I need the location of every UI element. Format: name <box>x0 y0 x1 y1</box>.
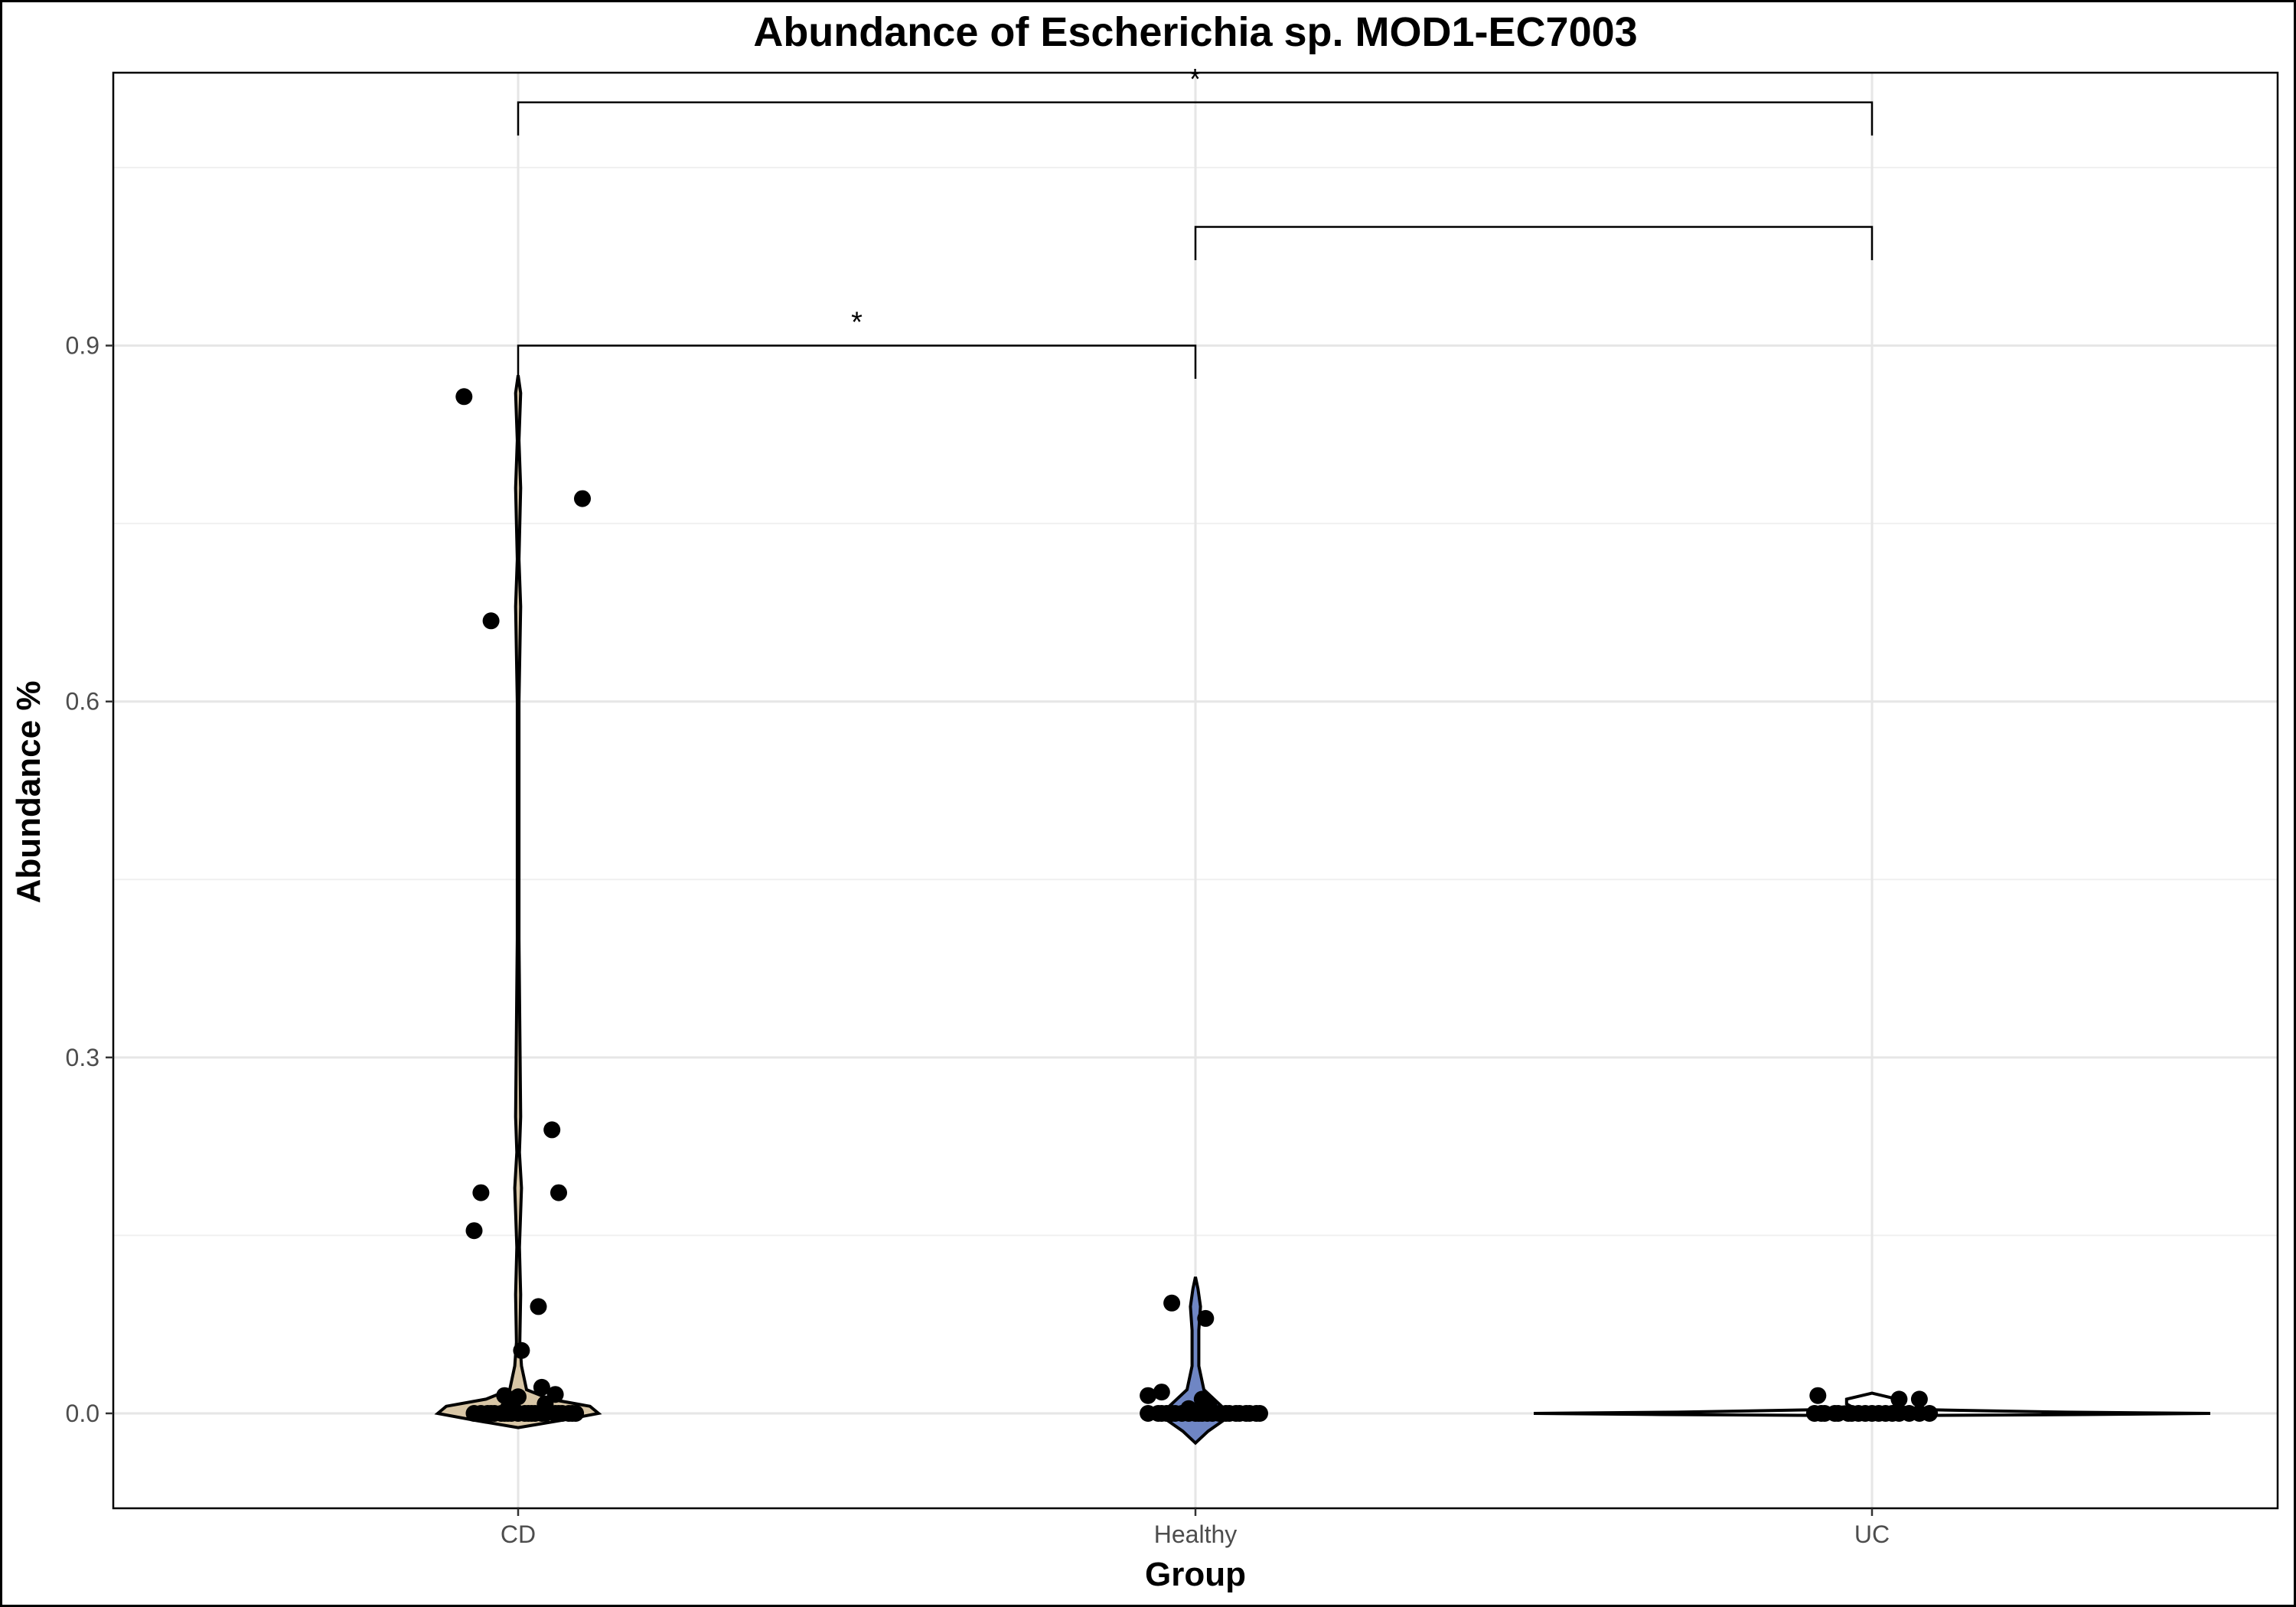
significance-bracket <box>1194 226 1874 260</box>
violin-cd <box>434 375 602 1429</box>
data-points <box>455 388 1939 1422</box>
y-tick-label: 0.6 <box>66 688 99 715</box>
data-point-cd <box>533 1378 550 1396</box>
chart-title: Abundance of Escherichia sp. MOD1-EC7003 <box>753 9 1637 55</box>
data-point-cd <box>455 388 473 406</box>
y-axis-ticks: 0.0 0.3 0.6 0.9 <box>66 332 113 1427</box>
data-point-healthy <box>1197 1309 1215 1327</box>
y-axis-title: Abundance % <box>10 681 47 904</box>
data-point-cd <box>472 1184 490 1201</box>
x-axis-ticks: CD Healthy UC <box>501 1508 1890 1548</box>
data-point-cd <box>510 1388 527 1406</box>
data-point-cd <box>574 490 591 507</box>
data-point-cd <box>530 1298 547 1315</box>
data-point-healthy <box>1180 1400 1198 1417</box>
data-point-cd <box>465 1222 483 1240</box>
x-tick-label: Healthy <box>1154 1521 1238 1548</box>
data-point-uc <box>1910 1390 1928 1408</box>
data-point-healthy <box>1251 1405 1268 1422</box>
x-tick-label: UC <box>1854 1521 1890 1548</box>
y-tick-label: 0.9 <box>66 332 99 360</box>
x-tick-label: CD <box>501 1521 536 1548</box>
significance-bracket <box>517 344 1197 380</box>
data-point-cd <box>543 1121 561 1139</box>
data-point-uc <box>1921 1405 1939 1422</box>
data-point-cd <box>567 1405 585 1422</box>
significance-label: * <box>851 307 863 339</box>
violins <box>434 375 2211 1446</box>
data-point-cd <box>513 1341 530 1359</box>
data-point-healthy <box>1140 1387 1157 1404</box>
data-point-cd <box>482 612 500 630</box>
data-point-uc <box>1890 1390 1908 1408</box>
y-tick-label: 0.3 <box>66 1044 99 1071</box>
data-point-cd <box>550 1184 567 1201</box>
data-point-healthy <box>1153 1384 1170 1401</box>
significance-bracket <box>517 101 1874 136</box>
significance-label: * <box>1189 64 1201 96</box>
data-point-cd <box>506 1402 523 1420</box>
data-point-healthy <box>1200 1397 1218 1415</box>
violin-uc <box>1533 1391 2211 1418</box>
significance-brackets: ** <box>517 64 1874 380</box>
data-point-uc <box>1809 1387 1827 1404</box>
y-tick-label: 0.0 <box>66 1400 99 1427</box>
x-axis-title: Group <box>1145 1556 1246 1593</box>
data-point-cd <box>536 1395 554 1413</box>
data-point-cd <box>496 1387 514 1404</box>
data-point-healthy <box>1163 1294 1181 1312</box>
